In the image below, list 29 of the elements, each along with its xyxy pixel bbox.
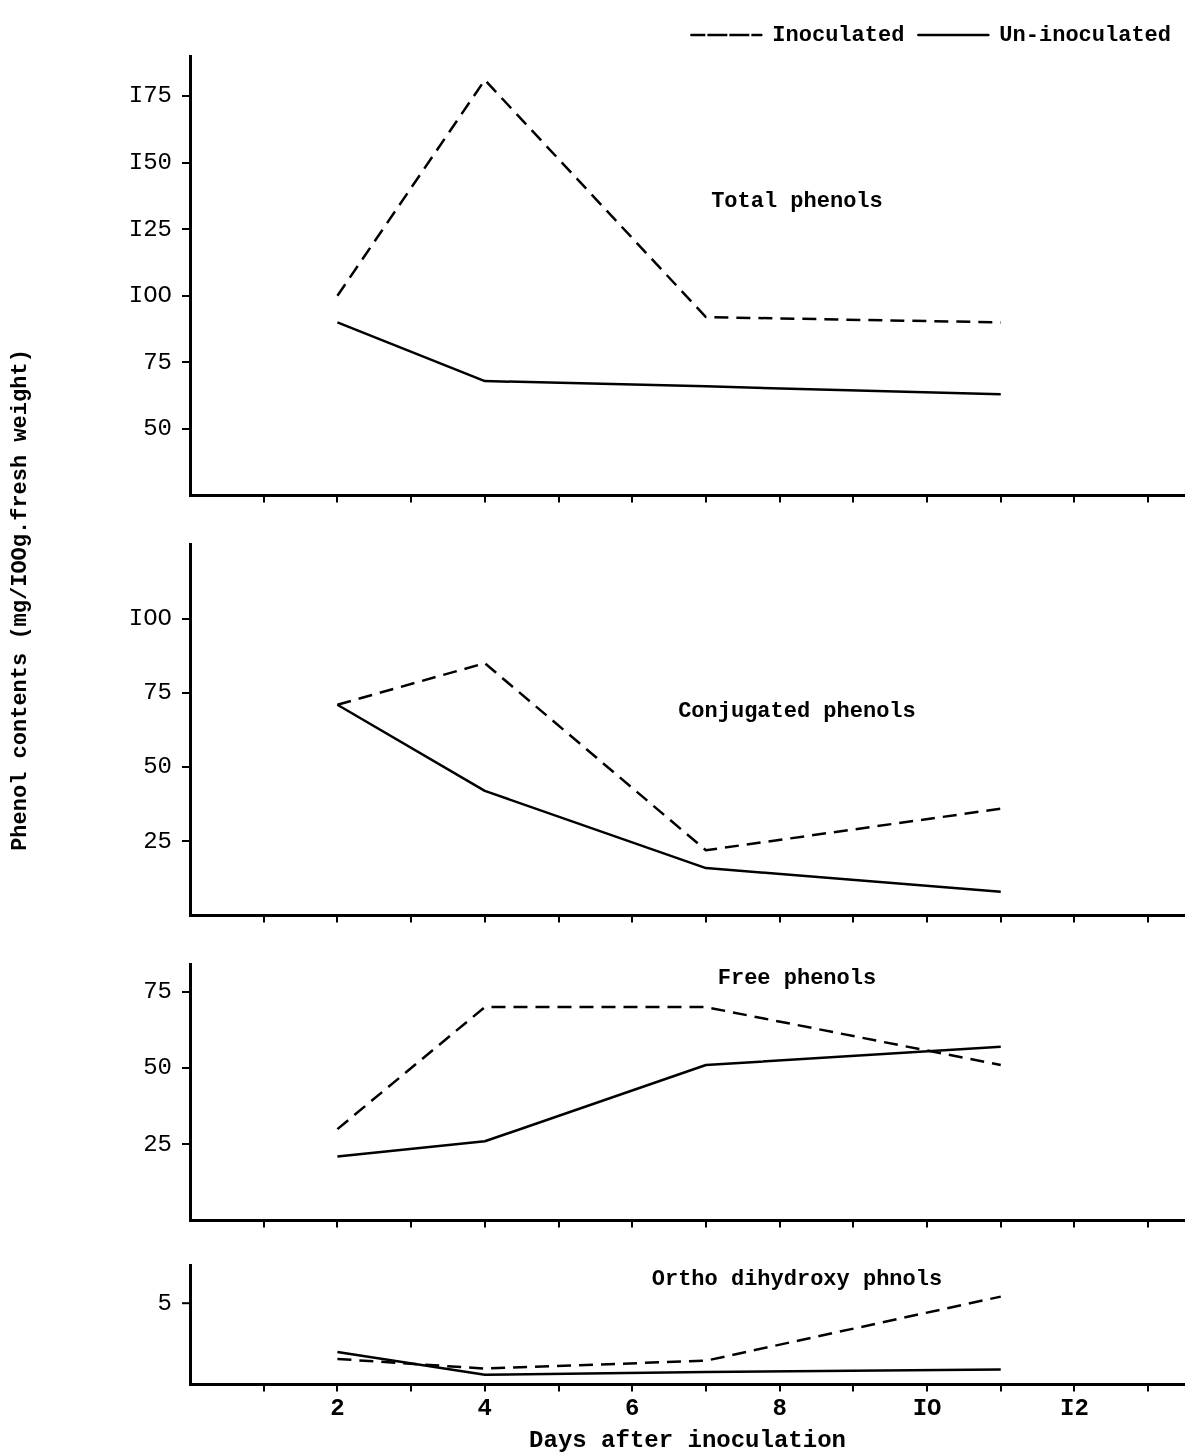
x-tick-label: I2 (1060, 1394, 1089, 1422)
x-tick-label: 8 (772, 1394, 787, 1422)
y-tick-label: I50 (128, 148, 172, 176)
annotation: Total phenols (711, 188, 883, 214)
y-tick-label: 75 (143, 978, 172, 1006)
annotation: Conjugated phenols (678, 698, 916, 724)
text: Ortho dihydroxy phnols (651, 1266, 943, 1292)
text: 5 (157, 1289, 172, 1317)
y-tick-label: IOO (128, 605, 172, 632)
y-tick-label: 75 (143, 679, 172, 707)
annotation: Free phenols (717, 965, 877, 991)
y-tick-label: 50 (143, 415, 172, 443)
x-tick-label: 4 (477, 1394, 493, 1422)
x-axis-title: Days after inoculation (529, 1426, 846, 1454)
y-tick-label: 50 (143, 753, 172, 781)
legend-label: Un-inoculated (999, 22, 1172, 48)
x-tick-label: 2 (330, 1394, 345, 1422)
y-tick-label: I75 (128, 82, 172, 110)
y-tick-label: 50 (143, 1054, 172, 1082)
y-tick-label: I25 (128, 215, 172, 243)
y-tick-label: 25 (143, 1130, 172, 1158)
y-tick-label: IOO (128, 282, 172, 310)
legend-label: Inoculated (772, 22, 905, 48)
y-tick-label: 25 (143, 827, 172, 855)
x-tick-label: IO (912, 1394, 942, 1422)
y-tick-label: 75 (143, 348, 172, 376)
x-tick-label: 6 (625, 1394, 640, 1422)
line-series (336, 78, 1002, 324)
y-axis-title: Phenol contents (mg/IOOg.fresh weight) (7, 349, 33, 851)
